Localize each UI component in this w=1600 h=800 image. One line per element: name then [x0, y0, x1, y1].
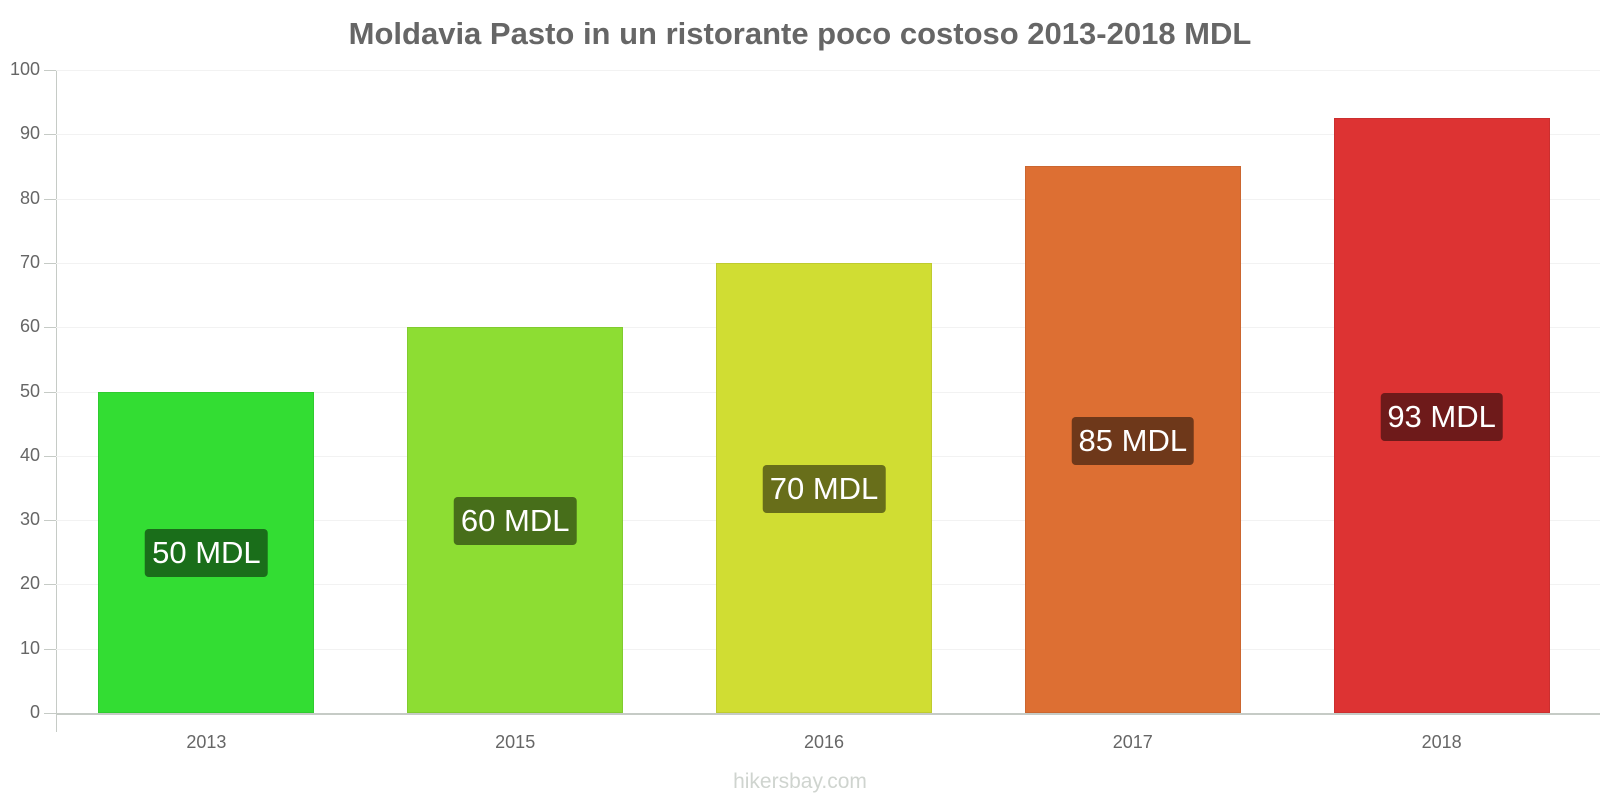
bar-2015[interactable]: 60 MDL [407, 327, 624, 713]
y-tick-label: 80 [19, 187, 40, 208]
x-tick-label: 2017 [1112, 732, 1153, 752]
x-axis-line [56, 713, 1600, 715]
y-tick [44, 455, 56, 457]
y-axis-line [56, 70, 57, 732]
bar-value-label: 50 MDL [145, 529, 268, 578]
y-tick [44, 648, 56, 650]
y-tick [44, 713, 56, 714]
watermark: hikersbay.com [733, 770, 867, 793]
y-tick [44, 327, 56, 329]
grid-line [56, 70, 1600, 71]
y-tick-label: 60 [19, 316, 40, 337]
bar-2013[interactable]: 50 MDL [98, 391, 315, 713]
chart-title: Moldavia Pasto in un ristorante poco cos… [348, 16, 1252, 51]
y-tick-label: 90 [19, 123, 40, 144]
y-tick-label: 50 [19, 380, 40, 401]
x-tick-label: 2013 [186, 732, 227, 752]
y-tick-label: 40 [19, 444, 40, 465]
y-tick [44, 134, 56, 136]
y-tick [44, 70, 56, 71]
y-tick-label: 0 [29, 702, 40, 722]
x-tick-label: 2016 [803, 732, 845, 752]
grid-line [56, 198, 1600, 200]
x-tick-label: 2015 [495, 732, 536, 752]
bar-value-label: 93 MDL [1380, 392, 1503, 441]
y-tick-label: 100 [9, 59, 40, 79]
y-tick [44, 262, 56, 264]
y-tick [44, 520, 56, 522]
y-tick-label: 10 [19, 637, 40, 658]
y-tick-label: 70 [19, 251, 40, 272]
y-tick [44, 198, 56, 200]
bar-2018[interactable]: 93 MDL [1333, 118, 1550, 713]
y-tick [44, 391, 56, 393]
bar-value-label: 85 MDL [1071, 416, 1195, 465]
bar-2017[interactable]: 85 MDL [1024, 166, 1241, 713]
y-tick-label: 30 [19, 509, 40, 530]
y-tick [44, 584, 56, 586]
x-tick-label: 2018 [1421, 732, 1462, 752]
bar-value-label: 60 MDL [453, 497, 577, 546]
bar-value-label: 70 MDL [762, 464, 886, 513]
bar-2016[interactable]: 70 MDL [716, 262, 932, 713]
y-tick-label: 20 [19, 573, 40, 594]
grid-line [56, 134, 1600, 136]
plot-area: 50 MDL 60 MDL 70 MDL 85 MDL 93 MDL [56, 70, 1600, 714]
